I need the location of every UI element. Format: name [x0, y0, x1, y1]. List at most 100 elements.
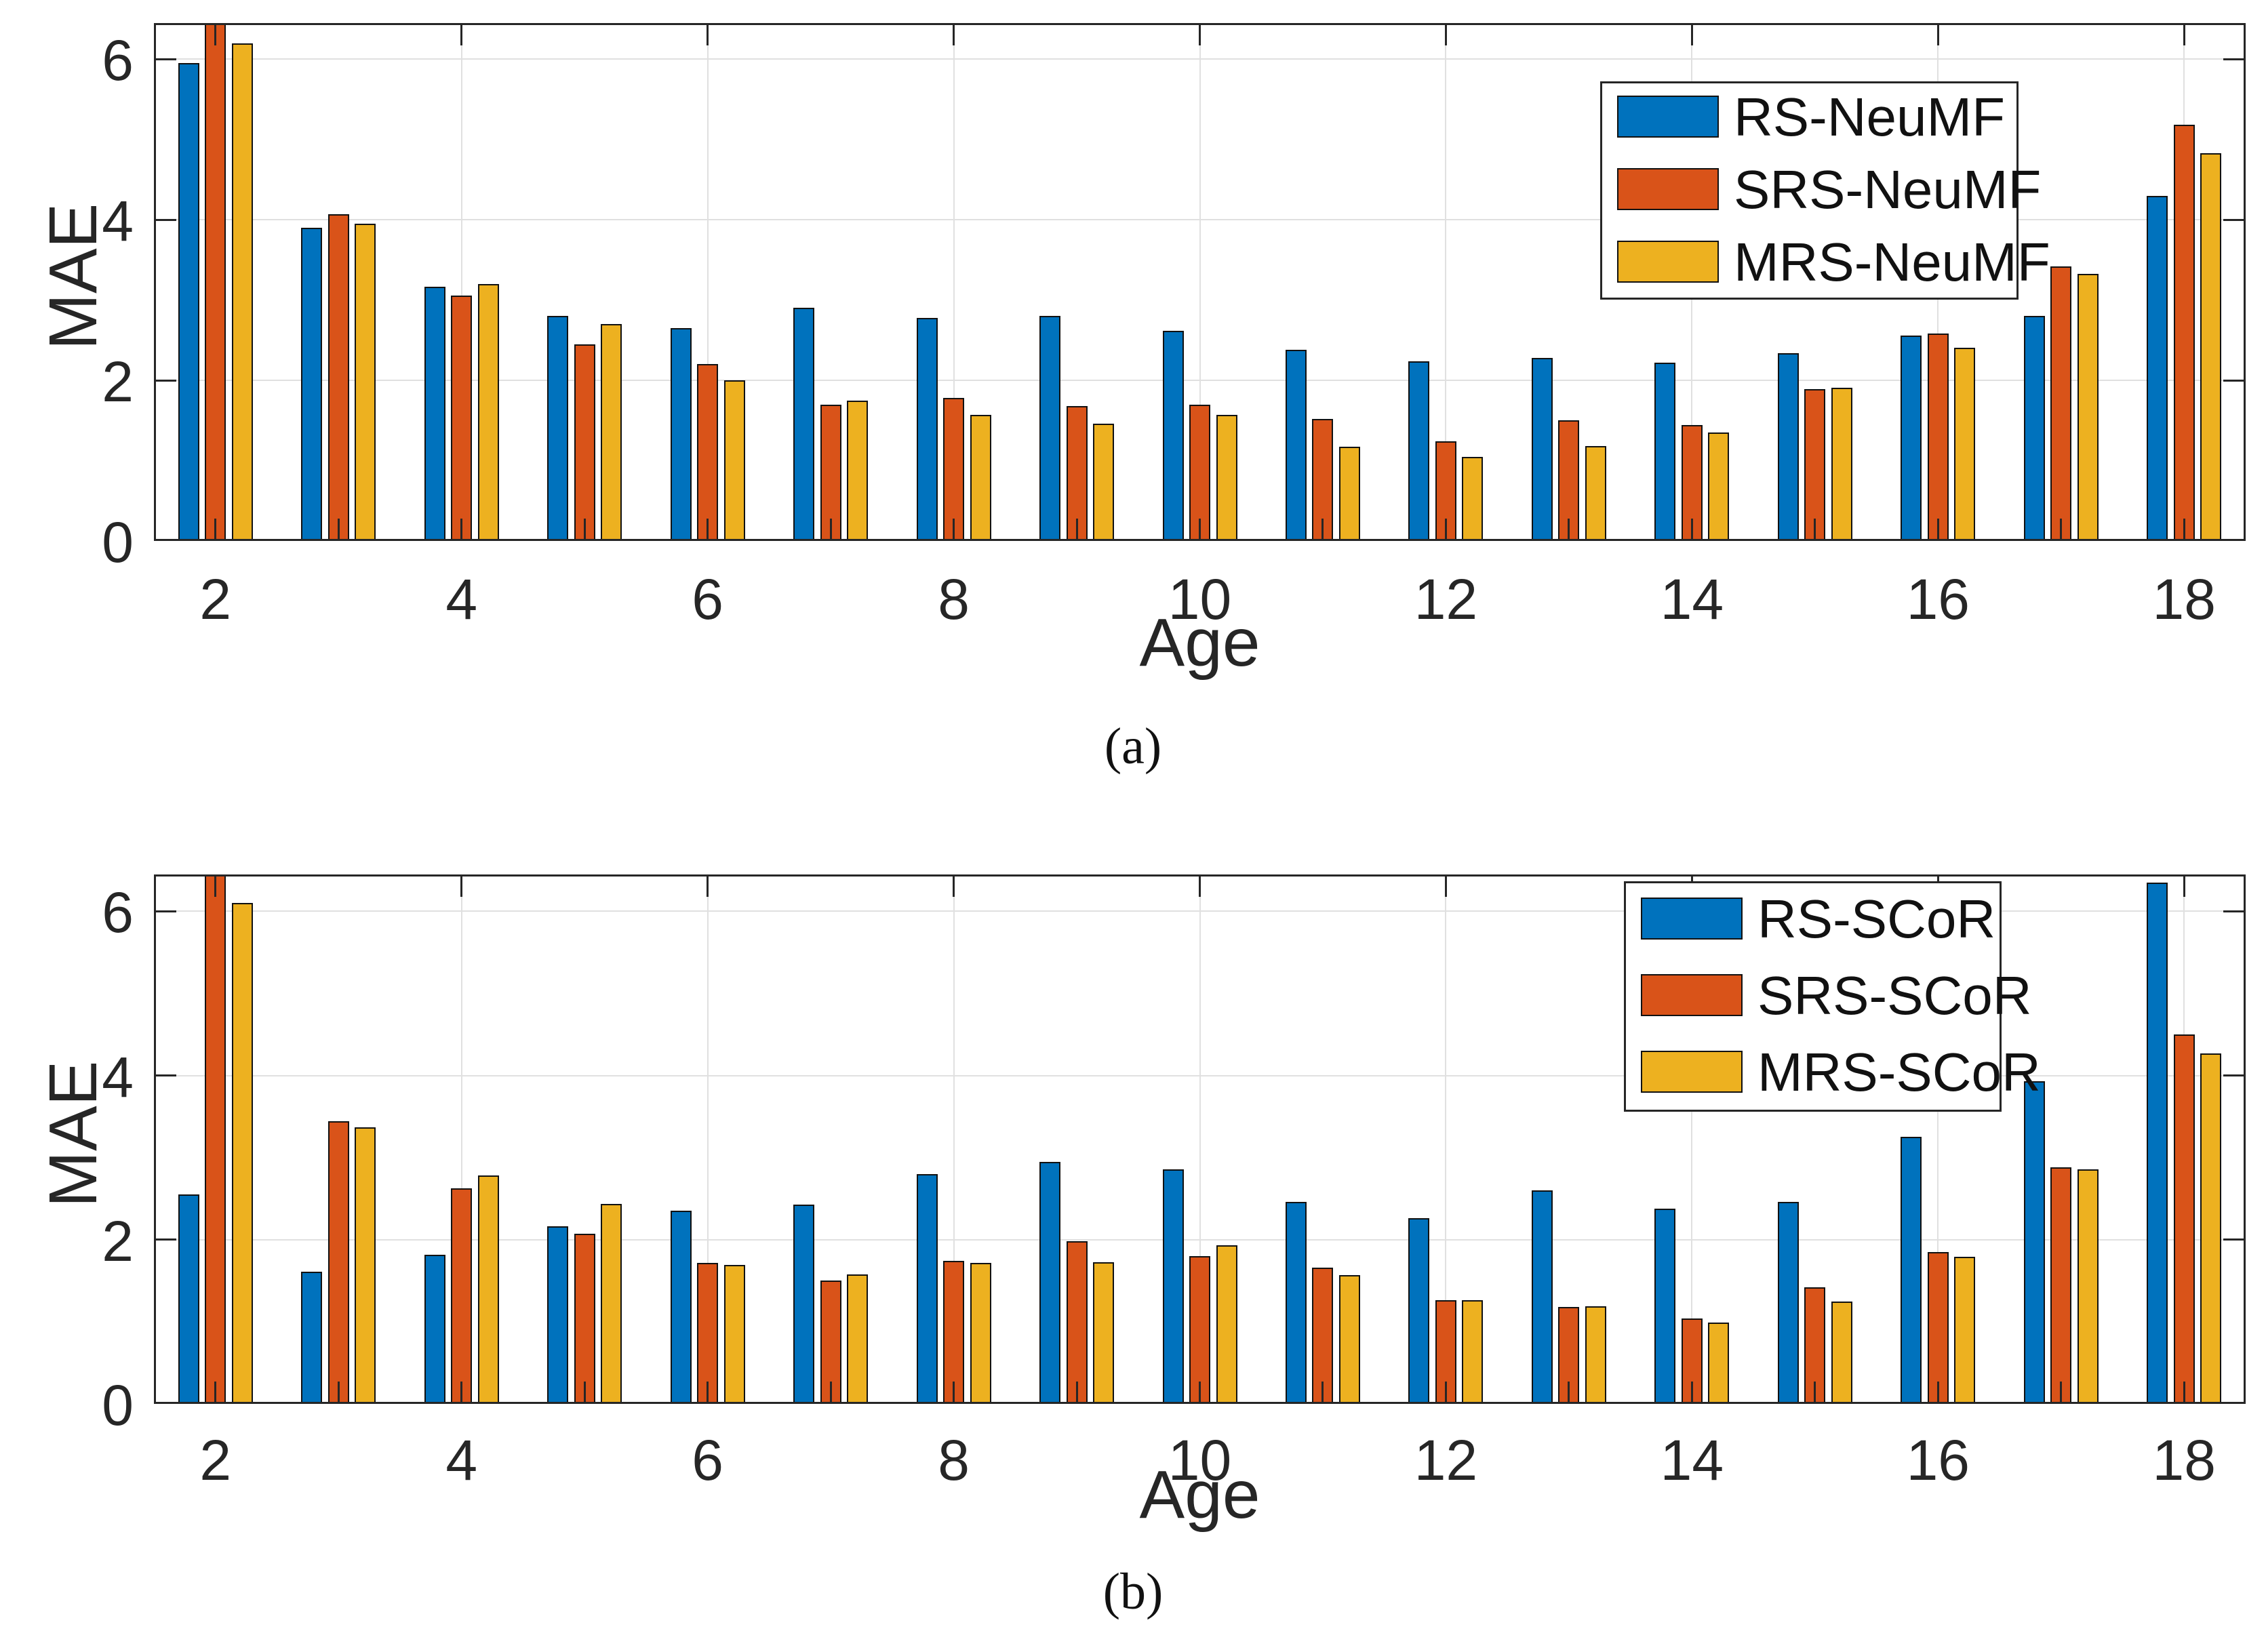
bar-rs-neumf-age-4: [424, 286, 445, 541]
bar-mrs-scor-age-8: [970, 1262, 991, 1404]
bar-rs-scor-age-14: [1654, 1208, 1676, 1404]
bar-mrs-scor-age-15: [1831, 1301, 1852, 1404]
bar-rs-neumf-age-17: [2023, 316, 2045, 541]
bar-rs-neumf-age-7: [793, 308, 815, 541]
x-tick-bottom: [1075, 1382, 1078, 1404]
bar-mrs-scor-age-11: [1338, 1274, 1360, 1404]
bar-mrs-neumf-age-16: [1954, 347, 1976, 541]
bar-mrs-scor-age-7: [847, 1274, 869, 1404]
x-tick-label: 14: [1660, 567, 1724, 631]
x-gridline: [1445, 877, 1447, 1402]
legend-label: SRS-SCoR: [1757, 965, 2032, 1026]
x-tick-top: [953, 23, 955, 45]
bar-srs-scor-age-5: [574, 1234, 595, 1404]
y-tick-left: [154, 910, 176, 912]
x-tick-bottom: [2183, 1382, 2185, 1404]
legend-label: RS-SCoR: [1757, 888, 1996, 949]
legend-swatch-rs-neumf: [1617, 95, 1719, 138]
x-gridline: [1691, 877, 1693, 1402]
legend-swatch-mrs-scor: [1641, 1051, 1743, 1093]
bar-mrs-scor-age-2: [231, 903, 253, 1404]
x-gridline: [1445, 25, 1447, 539]
bar-srs-scor-age-9: [1066, 1241, 1088, 1404]
bar-mrs-scor-age-12: [1462, 1300, 1484, 1404]
bar-rs-neumf-age-10: [1162, 330, 1184, 541]
bar-mrs-neumf-age-3: [355, 224, 376, 541]
bar-mrs-scor-age-5: [601, 1203, 622, 1404]
x-gridline: [1199, 25, 1201, 539]
bar-srs-neumf-age-2: [205, 23, 226, 541]
x-gridline: [460, 877, 462, 1402]
x-tick-label: 8: [938, 567, 970, 631]
x-tick-bottom: [2060, 519, 2063, 541]
bar-rs-scor-age-8: [916, 1173, 938, 1404]
x-tick-bottom: [214, 1382, 217, 1404]
caption-b: (b): [1102, 1563, 1164, 1620]
x-gridline: [953, 877, 955, 1402]
bar-mrs-neumf-age-8: [970, 415, 991, 541]
bar-mrs-neumf-age-6: [723, 380, 745, 541]
bar-mrs-neumf-age-12: [1462, 456, 1484, 541]
x-gridline: [707, 25, 709, 539]
y-tick-right: [2223, 1238, 2246, 1241]
bar-srs-scor-age-17: [2050, 1167, 2072, 1404]
bar-mrs-scor-age-3: [355, 1127, 376, 1404]
bar-rs-scor-age-7: [793, 1204, 815, 1404]
x-tick-top: [1444, 23, 1447, 45]
x-tick-bottom: [953, 519, 955, 541]
bar-rs-neumf-age-12: [1408, 361, 1430, 541]
bar-mrs-scor-age-4: [477, 1175, 499, 1404]
x-tick-label: 16: [1906, 567, 1970, 631]
x-tick-bottom: [1936, 519, 1939, 541]
x-tick-label: 12: [1414, 1428, 1478, 1492]
bar-mrs-neumf-age-4: [477, 283, 499, 541]
bar-rs-scor-age-5: [547, 1226, 569, 1404]
bar-mrs-neumf-age-17: [2077, 273, 2099, 541]
x-tick-bottom: [460, 1382, 463, 1404]
y-tick-left: [154, 379, 176, 382]
y-tick-left: [154, 1074, 176, 1077]
x-tick-bottom: [1199, 519, 1201, 541]
bar-rs-scor-age-12: [1408, 1218, 1430, 1404]
x-tick-bottom: [707, 1382, 709, 1404]
x-tick-bottom: [829, 519, 832, 541]
y-axis-label: MAE: [35, 203, 111, 350]
bar-rs-neumf-age-14: [1654, 363, 1676, 541]
bar-mrs-neumf-age-7: [847, 400, 869, 541]
x-tick-bottom: [1568, 519, 1570, 541]
x-tick-label: 10: [1168, 567, 1232, 631]
x-tick-bottom: [1568, 1382, 1570, 1404]
legend-label: SRS-NeuMF: [1734, 159, 2042, 220]
x-tick-top: [1690, 23, 1693, 45]
bar-srs-neumf-age-15: [1804, 389, 1826, 541]
x-axis-label: Age: [1139, 605, 1260, 681]
bar-rs-scor-age-15: [1777, 1202, 1799, 1404]
x-tick-top: [214, 23, 217, 45]
bar-rs-neumf-age-11: [1285, 350, 1307, 541]
x-tick-top: [2183, 874, 2185, 897]
bar-srs-scor-age-10: [1189, 1256, 1210, 1404]
y-tick-label: 0: [102, 510, 134, 574]
x-tick-bottom: [1690, 519, 1693, 541]
legend-box: RS-SCoR SRS-SCoR MRS-SCoR: [1624, 881, 2041, 1112]
y-tick-label: 6: [102, 881, 134, 945]
x-tick-top: [460, 23, 463, 45]
bar-rs-scor-age-6: [670, 1211, 692, 1404]
x-tick-bottom: [1199, 1382, 1201, 1404]
x-tick-top: [1199, 874, 1201, 897]
bar-srs-neumf-age-5: [574, 344, 595, 541]
bar-rs-neumf-age-2: [178, 63, 199, 541]
x-tick-bottom: [1814, 1382, 1816, 1404]
x-tick-top: [460, 874, 463, 897]
bar-rs-neumf-age-18: [2147, 195, 2168, 541]
bar-srs-scor-age-8: [943, 1261, 965, 1404]
legend-swatch-srs-neumf: [1617, 168, 1719, 210]
x-tick-top: [214, 874, 217, 897]
bar-rs-scor-age-16: [1901, 1137, 1922, 1404]
x-tick-bottom: [337, 519, 340, 541]
bar-rs-scor-age-2: [178, 1194, 199, 1404]
legend-swatch-rs-scor: [1641, 897, 1743, 940]
y-tick-right: [2223, 58, 2246, 60]
legend-swatch-mrs-neumf: [1617, 241, 1719, 283]
